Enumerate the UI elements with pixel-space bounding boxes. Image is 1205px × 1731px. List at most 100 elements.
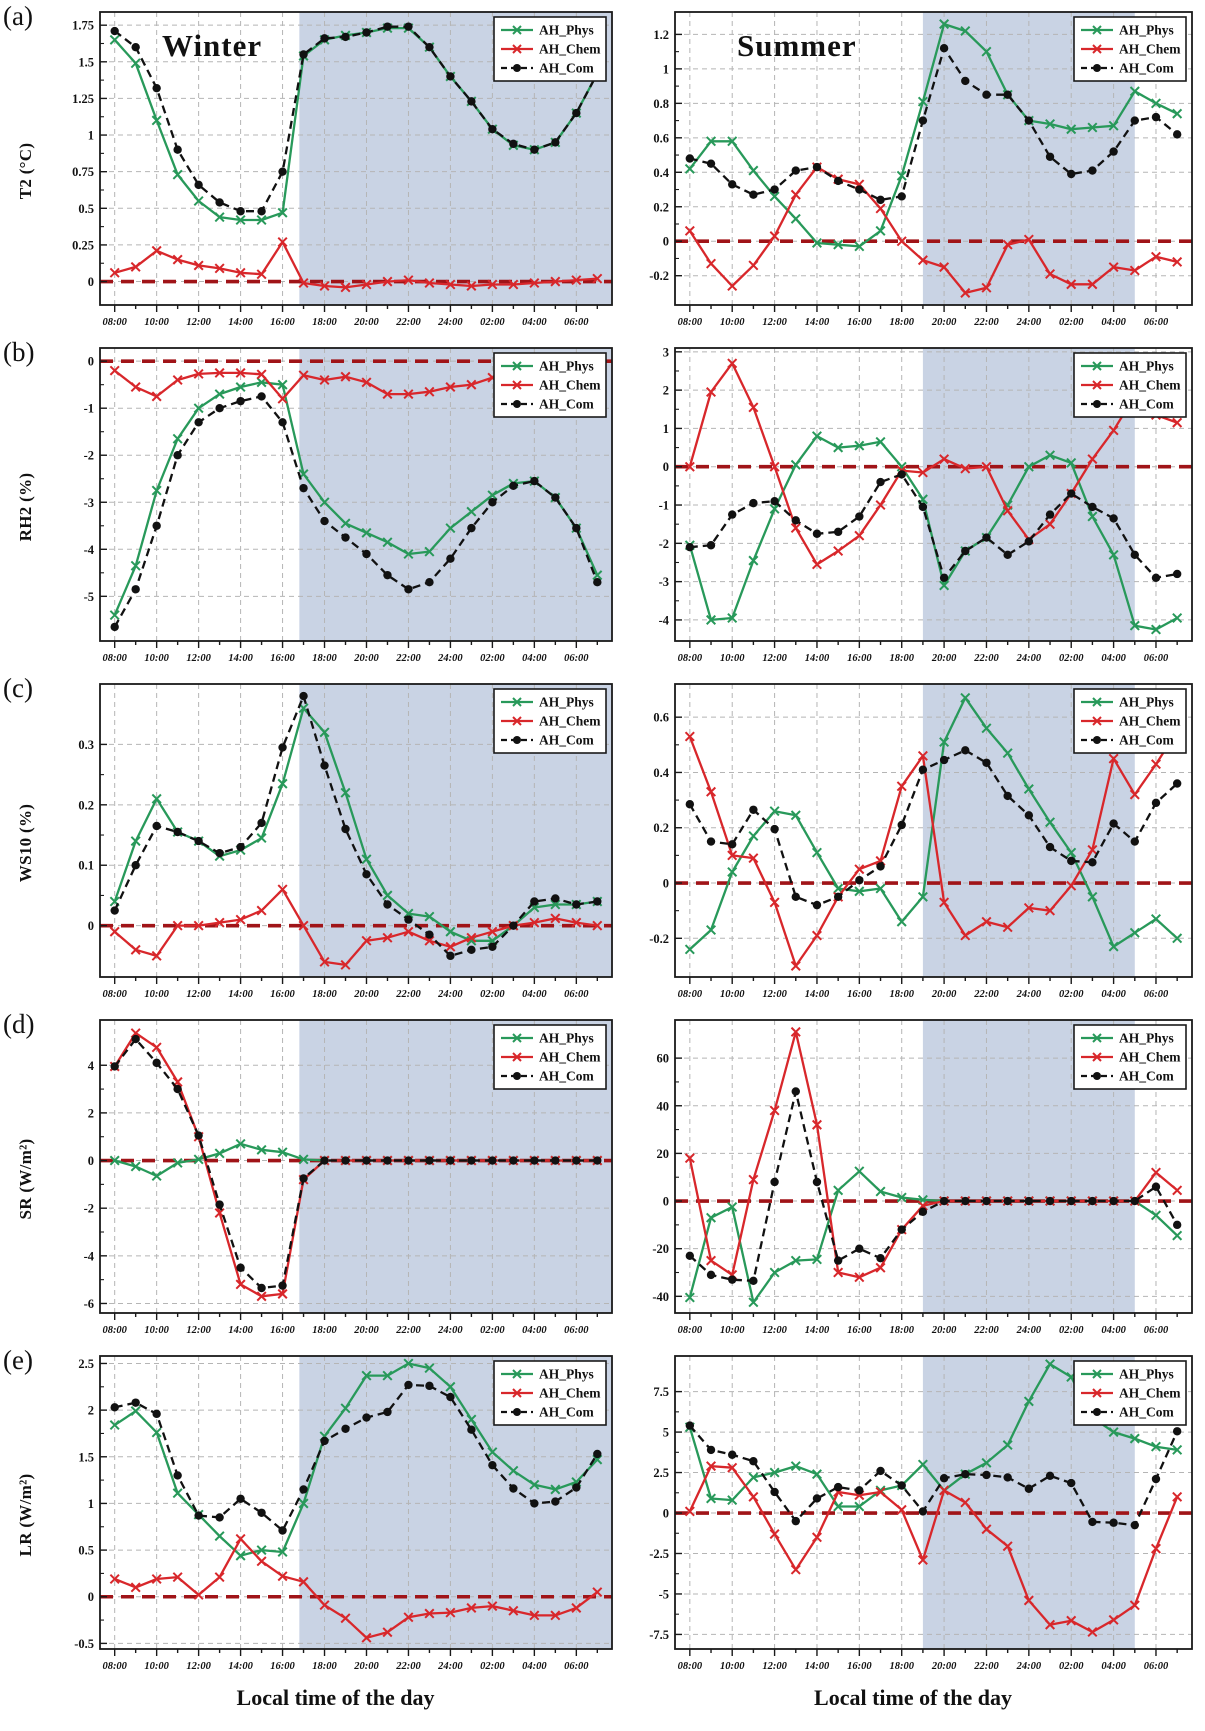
svg-text:0.2: 0.2	[653, 200, 669, 214]
svg-text:22:00: 22:00	[973, 989, 999, 1000]
svg-text:1: 1	[88, 1497, 94, 1511]
svg-text:16:00: 16:00	[270, 1661, 295, 1672]
svg-text:24:00: 24:00	[1016, 989, 1042, 1000]
svg-text:12:00: 12:00	[186, 1661, 211, 1672]
svg-text:AH_Com: AH_Com	[539, 1069, 594, 1084]
svg-text:AH_Phys: AH_Phys	[539, 359, 594, 374]
svg-text:AH_Chem: AH_Chem	[539, 714, 601, 729]
svg-text:20:00: 20:00	[353, 653, 379, 664]
svg-text:06:00: 06:00	[564, 1661, 589, 1672]
svg-text:20: 20	[657, 1147, 670, 1161]
svg-text:Summer: Summer	[737, 28, 857, 63]
svg-text:AH_Phys: AH_Phys	[1119, 23, 1174, 38]
svg-text:18:00: 18:00	[889, 1325, 914, 1336]
svg-text:24:00: 24:00	[437, 653, 463, 664]
figure-row-e: (e) LR (W/m²) 08:00 10:00 12:00 14:00 16:00 1…	[0, 1345, 1205, 1683]
svg-text:12:00: 12:00	[762, 653, 787, 664]
svg-text:-4: -4	[659, 613, 670, 627]
svg-text:-1: -1	[659, 499, 669, 513]
svg-text:3: 3	[663, 345, 669, 359]
svg-text:14:00: 14:00	[228, 989, 253, 1000]
svg-text:0: 0	[88, 355, 94, 369]
figure-row-c: (c) WS10 (%) 08:00 10:00 12:00 14:00 16:00 18…	[0, 673, 1205, 1011]
svg-text:16:00: 16:00	[847, 1661, 872, 1672]
svg-text:24:00: 24:00	[1016, 317, 1042, 328]
svg-text:12:00: 12:00	[762, 1661, 787, 1672]
svg-text:22:00: 22:00	[973, 1661, 999, 1672]
svg-text:16:00: 16:00	[270, 989, 295, 1000]
svg-text:AH_Chem: AH_Chem	[1119, 378, 1181, 393]
svg-text:22:00: 22:00	[395, 317, 421, 328]
svg-text:-3: -3	[84, 496, 94, 510]
svg-text:-4: -4	[84, 543, 95, 557]
svg-text:18:00: 18:00	[889, 317, 914, 328]
svg-text:08:00: 08:00	[678, 1661, 703, 1672]
y-axis-label-t2: T2 (°C)	[16, 142, 36, 200]
svg-text:1.75: 1.75	[72, 19, 94, 33]
svg-text:2.5: 2.5	[78, 1357, 94, 1371]
svg-text:20:00: 20:00	[931, 317, 957, 328]
svg-text:12:00: 12:00	[186, 653, 211, 664]
svg-text:-4: -4	[84, 1249, 95, 1263]
chart-summer-ws10: 08:00 10:00 12:00 14:00 16:00 18:00 20:00 22:00…	[623, 675, 1203, 1011]
svg-text:0.6: 0.6	[653, 131, 669, 145]
y-axis-label-rh2: RH2 (%)	[16, 472, 36, 542]
svg-text:12:00: 12:00	[762, 1325, 787, 1336]
chart-summer-t2: 08:00 10:00 12:00 14:00 16:00 18:00 20:00 22:00…	[623, 3, 1203, 339]
y-axis-label-lr: LR (W/m²)	[16, 1473, 36, 1557]
svg-text:-2: -2	[84, 449, 94, 463]
svg-text:AH_Chem: AH_Chem	[539, 1386, 601, 1401]
svg-text:14:00: 14:00	[228, 317, 253, 328]
svg-text:AH_Chem: AH_Chem	[1119, 1050, 1181, 1065]
svg-text:0.75: 0.75	[72, 165, 94, 179]
svg-text:24:00: 24:00	[1016, 1325, 1042, 1336]
svg-text:1.25: 1.25	[72, 92, 94, 106]
svg-text:06:00: 06:00	[564, 989, 589, 1000]
figure-footer: Local time of the day Local time of the …	[0, 1683, 1205, 1729]
svg-text:22:00: 22:00	[395, 653, 421, 664]
svg-text:18:00: 18:00	[889, 653, 914, 664]
svg-text:18:00: 18:00	[312, 1325, 337, 1336]
svg-text:02:00: 02:00	[1059, 1661, 1084, 1672]
svg-text:AH_Com: AH_Com	[539, 1405, 594, 1420]
svg-text:60: 60	[657, 1052, 670, 1066]
svg-text:-0.5: -0.5	[74, 1637, 94, 1651]
svg-text:14:00: 14:00	[805, 653, 830, 664]
svg-text:02:00: 02:00	[1059, 653, 1084, 664]
svg-text:06:00: 06:00	[1144, 989, 1169, 1000]
svg-text:04:00: 04:00	[522, 1325, 547, 1336]
chart-winter-t2: 08:00 10:00 12:00 14:00 16:00 18:00 20:00 22:00…	[48, 3, 623, 339]
svg-text:0: 0	[88, 919, 94, 933]
svg-text:0.2: 0.2	[78, 798, 94, 812]
svg-text:40: 40	[657, 1099, 670, 1113]
panel-letter-d: (d)	[3, 1009, 35, 1039]
svg-text:14:00: 14:00	[228, 1325, 253, 1336]
svg-text:12:00: 12:00	[186, 1325, 211, 1336]
svg-text:20:00: 20:00	[353, 1661, 379, 1672]
svg-text:02:00: 02:00	[480, 989, 505, 1000]
svg-text:10:00: 10:00	[144, 653, 169, 664]
svg-text:04:00: 04:00	[1101, 317, 1126, 328]
svg-text:AH_Phys: AH_Phys	[1119, 359, 1174, 374]
svg-text:08:00: 08:00	[102, 1661, 127, 1672]
svg-text:14:00: 14:00	[805, 989, 830, 1000]
figure-row-b: (b) RH2 (%) 08:00 10:00 12:00 14:00 16:00 18:…	[0, 337, 1205, 675]
svg-text:1.2: 1.2	[653, 28, 669, 42]
svg-text:22:00: 22:00	[973, 653, 999, 664]
svg-text:06:00: 06:00	[1144, 1661, 1169, 1672]
svg-text:AH_Com: AH_Com	[1119, 61, 1174, 76]
svg-text:08:00: 08:00	[102, 989, 127, 1000]
svg-text:-6: -6	[84, 1297, 94, 1311]
svg-text:AH_Chem: AH_Chem	[539, 42, 601, 57]
svg-text:-3: -3	[659, 575, 669, 589]
svg-text:AH_Phys: AH_Phys	[1119, 1367, 1174, 1382]
svg-text:0.4: 0.4	[653, 766, 669, 780]
svg-text:20:00: 20:00	[353, 1325, 379, 1336]
svg-text:2.5: 2.5	[653, 1466, 669, 1480]
svg-text:1.5: 1.5	[78, 1450, 94, 1464]
svg-text:16:00: 16:00	[270, 317, 295, 328]
svg-text:1: 1	[663, 62, 669, 76]
svg-text:24:00: 24:00	[1016, 653, 1042, 664]
panel-letter-a: (a)	[3, 1, 33, 31]
